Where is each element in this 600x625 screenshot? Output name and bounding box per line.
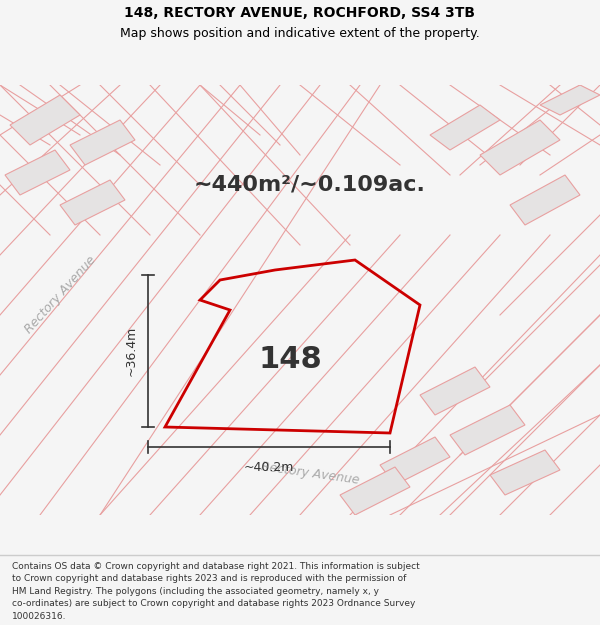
- Text: to Crown copyright and database rights 2023 and is reproduced with the permissio: to Crown copyright and database rights 2…: [12, 574, 406, 583]
- Polygon shape: [60, 180, 125, 225]
- Polygon shape: [70, 120, 135, 165]
- Text: 100026316.: 100026316.: [12, 612, 67, 621]
- Text: Rectory Avenue: Rectory Avenue: [260, 459, 360, 486]
- Polygon shape: [380, 437, 450, 485]
- Polygon shape: [430, 105, 500, 150]
- Polygon shape: [420, 367, 490, 415]
- Polygon shape: [450, 405, 525, 455]
- Polygon shape: [540, 85, 600, 115]
- Text: Rectory Avenue: Rectory Avenue: [22, 254, 98, 336]
- Text: 148: 148: [258, 346, 322, 374]
- Polygon shape: [510, 175, 580, 225]
- Polygon shape: [480, 120, 560, 175]
- Text: ~40.2m: ~40.2m: [244, 461, 294, 474]
- Polygon shape: [340, 467, 410, 515]
- Text: HM Land Registry. The polygons (including the associated geometry, namely x, y: HM Land Registry. The polygons (includin…: [12, 587, 379, 596]
- Polygon shape: [10, 95, 80, 145]
- Text: 148, RECTORY AVENUE, ROCHFORD, SS4 3TB: 148, RECTORY AVENUE, ROCHFORD, SS4 3TB: [125, 6, 476, 20]
- Text: co-ordinates) are subject to Crown copyright and database rights 2023 Ordnance S: co-ordinates) are subject to Crown copyr…: [12, 599, 415, 609]
- Text: Contains OS data © Crown copyright and database right 2021. This information is : Contains OS data © Crown copyright and d…: [12, 562, 420, 571]
- Text: ~36.4m: ~36.4m: [125, 326, 138, 376]
- Text: Map shows position and indicative extent of the property.: Map shows position and indicative extent…: [120, 28, 480, 40]
- Text: ~440m²/~0.109ac.: ~440m²/~0.109ac.: [194, 175, 426, 195]
- Polygon shape: [5, 150, 70, 195]
- Polygon shape: [490, 450, 560, 495]
